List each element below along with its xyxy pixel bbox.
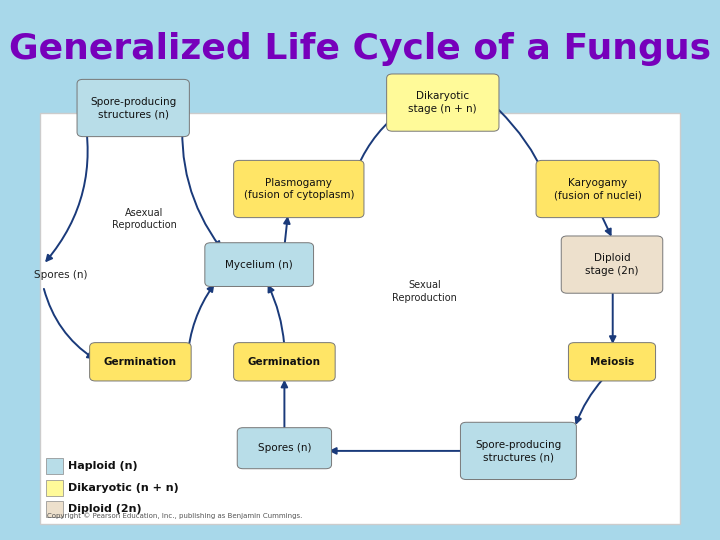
Text: Dikaryotic (n + n): Dikaryotic (n + n) <box>68 483 179 492</box>
Text: Dikaryotic
stage (n + n): Dikaryotic stage (n + n) <box>408 91 477 114</box>
FancyArrowPatch shape <box>499 110 546 177</box>
FancyArrowPatch shape <box>46 111 88 261</box>
Text: Spores (n): Spores (n) <box>35 271 88 280</box>
FancyBboxPatch shape <box>46 480 63 496</box>
FancyBboxPatch shape <box>46 458 63 474</box>
FancyArrowPatch shape <box>182 111 220 247</box>
FancyBboxPatch shape <box>46 501 63 517</box>
FancyBboxPatch shape <box>569 342 655 381</box>
Text: Germination: Germination <box>248 357 321 367</box>
FancyArrowPatch shape <box>354 114 398 177</box>
FancyArrowPatch shape <box>575 379 603 423</box>
Text: Germination: Germination <box>104 357 177 367</box>
FancyBboxPatch shape <box>40 113 680 524</box>
Text: Generalized Life Cycle of a Fungus: Generalized Life Cycle of a Fungus <box>9 32 711 65</box>
Text: Spore-producing
structures (n): Spore-producing structures (n) <box>475 440 562 462</box>
Text: Spore-producing
structures (n): Spore-producing structures (n) <box>90 97 176 119</box>
Text: Diploid
stage (2n): Diploid stage (2n) <box>585 253 639 276</box>
FancyArrowPatch shape <box>282 382 287 429</box>
FancyBboxPatch shape <box>536 160 660 218</box>
FancyBboxPatch shape <box>461 422 577 480</box>
Text: Haploid (n): Haploid (n) <box>68 461 138 471</box>
Text: Sexual
Reproduction: Sexual Reproduction <box>392 280 457 303</box>
FancyArrowPatch shape <box>44 289 93 358</box>
Text: Mycelium (n): Mycelium (n) <box>225 260 293 269</box>
FancyBboxPatch shape <box>387 74 499 131</box>
Text: Karyogamy
(fusion of nuclei): Karyogamy (fusion of nuclei) <box>554 178 642 200</box>
FancyArrowPatch shape <box>610 292 616 342</box>
Text: Meiosis: Meiosis <box>590 357 634 367</box>
FancyBboxPatch shape <box>77 79 189 137</box>
FancyArrowPatch shape <box>284 218 289 244</box>
FancyBboxPatch shape <box>238 428 331 469</box>
FancyBboxPatch shape <box>89 342 192 381</box>
FancyArrowPatch shape <box>187 286 213 359</box>
Text: Asexual
Reproduction: Asexual Reproduction <box>112 207 176 230</box>
Text: Plasmogamy
(fusion of cytoplasm): Plasmogamy (fusion of cytoplasm) <box>243 178 354 200</box>
FancyBboxPatch shape <box>233 342 336 381</box>
FancyArrowPatch shape <box>269 286 284 344</box>
Text: Spores (n): Spores (n) <box>258 443 311 453</box>
FancyBboxPatch shape <box>204 243 314 286</box>
FancyArrowPatch shape <box>602 216 611 235</box>
FancyArrowPatch shape <box>331 448 463 454</box>
FancyBboxPatch shape <box>562 236 662 293</box>
FancyBboxPatch shape <box>233 160 364 218</box>
Text: Diploid (2n): Diploid (2n) <box>68 504 142 514</box>
Text: Copyright © Pearson Education, Inc., publishing as Benjamin Cummings.: Copyright © Pearson Education, Inc., pub… <box>47 513 302 519</box>
